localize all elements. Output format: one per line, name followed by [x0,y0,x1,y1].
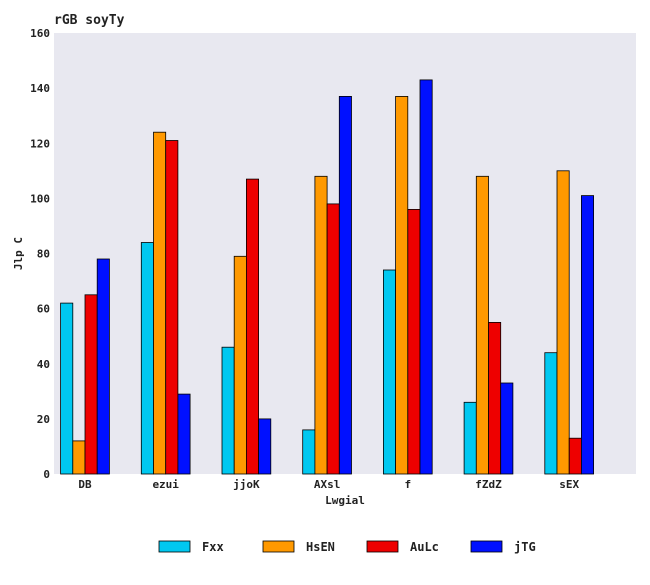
bar-AuLc-jjoK [245,178,259,475]
bar-AuLc-AXsl [326,203,340,475]
x-tick-label: DB [78,478,92,491]
bar-Fxx-AXsl [302,429,316,475]
bar-AuLc-f [407,208,421,475]
bar-jTG-f [419,79,433,475]
y-tick-label: 20 [37,413,50,426]
legend-label-AuLc: AuLc [410,540,439,554]
bar-AuLc-DB [84,294,98,475]
bar-HsEN-ezui [153,131,167,475]
bar-Fxx-ezui [140,242,154,475]
x-tick-label: sEX [559,478,579,491]
bar-HsEN-fZdZ [475,175,489,475]
bar-AuLc-fZdZ [488,321,502,475]
legend-label-jTG: jTG [514,540,536,554]
bar-HsEN-f [395,96,409,475]
bar-Fxx-jjoK [221,346,235,475]
legend-swatch-Fxx [158,540,191,553]
chart-title: rGB soyTy [54,13,125,28]
y-tick-label: 80 [37,248,50,261]
y-axis: 0 20 40 60 80 100 120 140 160 [30,27,50,481]
bar-Fxx-sEX [544,352,558,475]
x-axis: DB ezui jjoK AXsl f fZdZ sEX [78,478,579,491]
bar-jTG-AXsl [338,96,352,475]
y-tick-label: 100 [30,192,50,205]
bar-AuLc-ezui [165,140,179,475]
bar-jTG-jjoK [258,418,272,475]
legend-swatch-HsEN [262,540,295,553]
x-axis-label: Lwgial [325,494,365,507]
bar-jTG-ezui [177,393,191,475]
legend-label-Fxx: Fxx [202,540,224,554]
y-tick-label: 120 [30,137,50,150]
x-tick-label: AXsl [314,478,341,491]
bar-Fxx-DB [60,302,74,475]
legend-swatch-jTG [470,540,503,553]
x-tick-label: f [404,478,411,491]
legend-label-HsEN: HsEN [306,540,335,554]
y-axis-label: Jlp C [12,237,25,270]
bar-HsEN-AXsl [314,175,328,475]
bars [60,79,595,475]
bar-jTG-DB [96,258,110,475]
bar-Fxx-fZdZ [463,401,477,475]
x-tick-label: jjoK [233,478,260,491]
bar-HsEN-sEX [556,170,570,475]
y-tick-label: 40 [37,358,50,371]
x-tick-label: fZdZ [475,478,502,491]
legend-swatch-AuLc [366,540,399,553]
bar-HsEN-jjoK [233,255,247,475]
bar-jTG-fZdZ [500,382,514,475]
legend: Fxx HsEN AuLc jTG [158,540,536,554]
y-tick-label: 60 [37,303,50,316]
bar-Fxx-f [382,269,396,475]
bar-jTG-sEX [581,195,595,475]
y-tick-label: 140 [30,82,50,95]
y-tick-label: 160 [30,27,50,40]
y-tick-label: 0 [43,468,50,481]
bar-HsEN-DB [72,440,86,475]
bar-AuLc-sEX [568,437,582,475]
x-tick-label: ezui [152,478,179,491]
